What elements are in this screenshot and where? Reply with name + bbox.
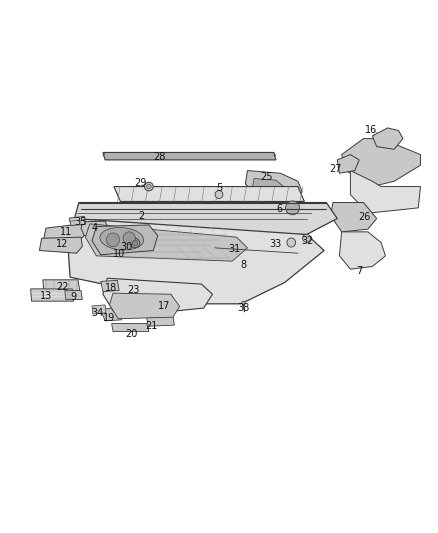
- Ellipse shape: [303, 235, 311, 242]
- Polygon shape: [114, 187, 304, 201]
- Ellipse shape: [123, 232, 135, 245]
- Ellipse shape: [242, 301, 245, 304]
- Polygon shape: [44, 224, 85, 243]
- Text: 31: 31: [228, 244, 240, 254]
- Polygon shape: [43, 280, 80, 290]
- Polygon shape: [65, 290, 82, 300]
- Text: 28: 28: [153, 152, 165, 161]
- Polygon shape: [69, 216, 85, 225]
- Polygon shape: [337, 155, 359, 173]
- Polygon shape: [252, 179, 287, 196]
- Ellipse shape: [100, 228, 144, 250]
- Text: 4: 4: [91, 223, 97, 233]
- Text: 29: 29: [134, 179, 146, 188]
- Polygon shape: [278, 201, 304, 219]
- Polygon shape: [101, 308, 122, 321]
- Text: 33: 33: [269, 239, 281, 248]
- Text: 18: 18: [105, 283, 117, 293]
- Text: 25: 25: [260, 173, 272, 182]
- Text: 6: 6: [276, 204, 283, 214]
- Text: 10: 10: [113, 249, 125, 259]
- Polygon shape: [92, 305, 106, 314]
- Polygon shape: [31, 289, 74, 301]
- Text: 7: 7: [356, 266, 362, 276]
- Polygon shape: [342, 139, 420, 187]
- Text: 12: 12: [56, 239, 68, 248]
- Polygon shape: [81, 221, 109, 236]
- Text: 17: 17: [158, 302, 170, 311]
- Polygon shape: [245, 171, 302, 201]
- Text: 5: 5: [216, 183, 222, 192]
- Ellipse shape: [130, 238, 140, 248]
- Ellipse shape: [106, 233, 120, 247]
- Text: 16: 16: [365, 125, 377, 134]
- Polygon shape: [331, 203, 377, 232]
- Text: 23: 23: [127, 286, 140, 295]
- Polygon shape: [92, 225, 158, 255]
- Polygon shape: [372, 128, 403, 149]
- Polygon shape: [39, 237, 82, 253]
- Text: 8: 8: [240, 261, 246, 270]
- Text: 38: 38: [237, 303, 249, 312]
- Text: 19: 19: [103, 313, 116, 323]
- Text: 9: 9: [71, 292, 77, 302]
- Polygon shape: [112, 324, 149, 332]
- Polygon shape: [68, 219, 324, 304]
- Text: 2: 2: [138, 211, 145, 221]
- Polygon shape: [101, 280, 119, 292]
- Polygon shape: [85, 224, 247, 261]
- Polygon shape: [147, 316, 174, 326]
- Ellipse shape: [132, 240, 138, 246]
- Ellipse shape: [286, 201, 300, 215]
- Text: 13: 13: [40, 291, 52, 301]
- Text: 27: 27: [329, 164, 341, 174]
- Ellipse shape: [215, 191, 223, 199]
- Polygon shape: [74, 203, 337, 235]
- Text: 32: 32: [302, 237, 314, 246]
- Text: 11: 11: [60, 227, 73, 237]
- Text: 20: 20: [125, 329, 138, 339]
- Text: 26: 26: [358, 212, 371, 222]
- Ellipse shape: [145, 182, 153, 191]
- Polygon shape: [110, 293, 180, 319]
- Polygon shape: [103, 152, 276, 160]
- Polygon shape: [103, 278, 212, 312]
- Text: 30: 30: [120, 242, 132, 252]
- Ellipse shape: [147, 184, 151, 189]
- Text: 34: 34: [91, 308, 103, 318]
- Ellipse shape: [287, 238, 296, 247]
- Polygon shape: [339, 232, 385, 269]
- Text: 22: 22: [57, 282, 69, 292]
- Text: 21: 21: [145, 321, 157, 331]
- Polygon shape: [350, 171, 420, 213]
- Text: 35: 35: [74, 217, 86, 227]
